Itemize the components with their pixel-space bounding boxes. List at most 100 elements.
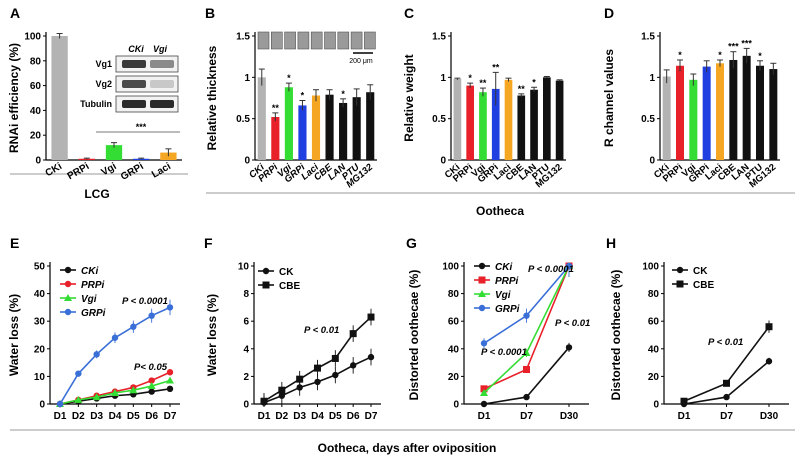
y-tick-label: 60 <box>30 81 42 92</box>
x-tick-label: D6 <box>145 411 158 422</box>
legend-label: Vgi <box>81 294 97 305</box>
y-tick-label: 10 <box>34 372 46 383</box>
y-tick-label: 0.5 <box>641 114 655 125</box>
data-point-vgi <box>166 376 174 384</box>
significance-star: ** <box>518 84 526 94</box>
significance-star: * <box>718 50 722 60</box>
data-point-cki <box>148 388 155 395</box>
data-point-ck <box>314 378 321 386</box>
data-point-vgi <box>522 348 531 356</box>
blot-row-label: Vg1 <box>95 59 112 69</box>
y-tick-label: 1.5 <box>236 32 250 43</box>
data-point-cki <box>523 393 530 401</box>
bar-vgi <box>479 92 487 160</box>
legend-marker <box>478 304 486 312</box>
bar-grpi <box>298 105 307 160</box>
y-axis-label: R channel values <box>602 49 616 147</box>
panel-letter-f: F <box>204 235 213 251</box>
legend-label: GRPi <box>81 308 106 319</box>
legend-marker <box>64 294 72 301</box>
panel-e: E Water loss (%) 0 10 20 30 40 50 D1 D2 D3 D4 D5 D6 D7… <box>7 235 180 422</box>
legend-label: CKi <box>81 266 98 277</box>
bar-vgi <box>105 145 123 160</box>
x-tick-label: D30 <box>560 411 579 422</box>
data-point-cbe <box>367 313 375 321</box>
data-point-vgi <box>111 388 119 396</box>
y-tick-label: 0 <box>649 156 655 167</box>
legend-label: GRPi <box>495 304 520 315</box>
y-tick-label: 8 <box>243 289 249 300</box>
data-point-vgi <box>147 382 156 390</box>
y-tick-label: 1.5 <box>641 32 655 43</box>
bar-ptu <box>756 65 764 160</box>
y-tick-label: 20 <box>34 344 46 355</box>
x-tick-label: D1 <box>258 411 271 422</box>
y-tick-label: 20 <box>648 372 660 383</box>
y-tick-label: 0 <box>653 400 659 411</box>
data-point-cbe <box>278 386 286 394</box>
legend-label: CK <box>279 267 294 278</box>
blot-row-label: Vg2 <box>95 79 112 89</box>
panel-letter-e: E <box>10 235 19 251</box>
data-point-ck <box>765 358 773 365</box>
data-point-cbe <box>314 364 321 372</box>
legend-marker <box>64 308 72 316</box>
x-tick-label: D5 <box>329 411 342 422</box>
p-value-annotation: P < 0.0001 <box>122 296 168 307</box>
legend-marker <box>262 267 270 275</box>
significance-star: * <box>287 73 291 83</box>
x-tick-label: D5 <box>127 411 140 422</box>
data-point-ck <box>723 393 730 401</box>
legend-marker <box>478 262 486 270</box>
y-axis-label: Relative weight <box>402 54 416 141</box>
legend-marker <box>676 266 684 274</box>
legend-marker <box>478 276 486 284</box>
data-point-grpi <box>75 370 82 377</box>
x-tick-label: D2 <box>275 411 288 422</box>
y-tick-label: 0 <box>35 156 41 167</box>
x-tick-label: D1 <box>478 411 491 422</box>
data-point-grpi <box>93 351 100 358</box>
data-point-prpi <box>523 366 530 373</box>
data-point-cbe <box>349 330 357 338</box>
legend-label: CBE <box>279 281 300 292</box>
bar-ptu <box>352 97 361 160</box>
bar-lan <box>530 89 538 160</box>
bar-grpi <box>491 88 500 160</box>
p-value-annotation: P < 0.0001 <box>481 347 527 358</box>
data-point-grpi <box>56 400 64 408</box>
y-tick-label: 60 <box>648 317 660 328</box>
y-axis-label: Relative thickness <box>205 45 219 150</box>
panel-g: G Distorted oothecae (%) 0 20 40 60 80 100 D1 D7 D… <box>406 235 590 422</box>
x-tick-label: Vgi <box>100 161 119 178</box>
days-label: Ootheca, days after oviposition <box>318 441 497 455</box>
bar-prpi <box>271 117 280 160</box>
legend-marker <box>676 280 684 288</box>
data-point-cbe <box>765 323 773 331</box>
panel-d: DR channel values00.511.5CKi*PRPiVgiGRPi… <box>602 5 780 190</box>
p-value-annotation: P < 0.01 <box>555 318 590 329</box>
x-tick-label: D7 <box>720 411 733 422</box>
y-tick-label: 100 <box>642 262 659 273</box>
panel-letter-g: G <box>406 235 417 251</box>
data-point-grpi <box>480 340 488 347</box>
blot-header: CKi <box>128 44 144 54</box>
significance-star: *** <box>741 38 752 48</box>
data-point-cbe <box>260 397 268 405</box>
p-value-annotation: P < 0.0001 <box>528 264 574 275</box>
bar-lan <box>339 102 348 160</box>
x-tick-label: D4 <box>109 411 122 422</box>
data-point-cki <box>565 344 573 351</box>
blot-band <box>150 100 174 108</box>
y-tick-label: 30 <box>34 317 46 328</box>
data-point-grpi <box>166 304 174 311</box>
y-tick-label: 40 <box>30 106 42 117</box>
bar-prpi <box>466 85 474 160</box>
y-tick-label: 40 <box>648 344 660 355</box>
x-tick-label: GRPi <box>119 161 146 183</box>
significance-star: ** <box>272 103 280 113</box>
